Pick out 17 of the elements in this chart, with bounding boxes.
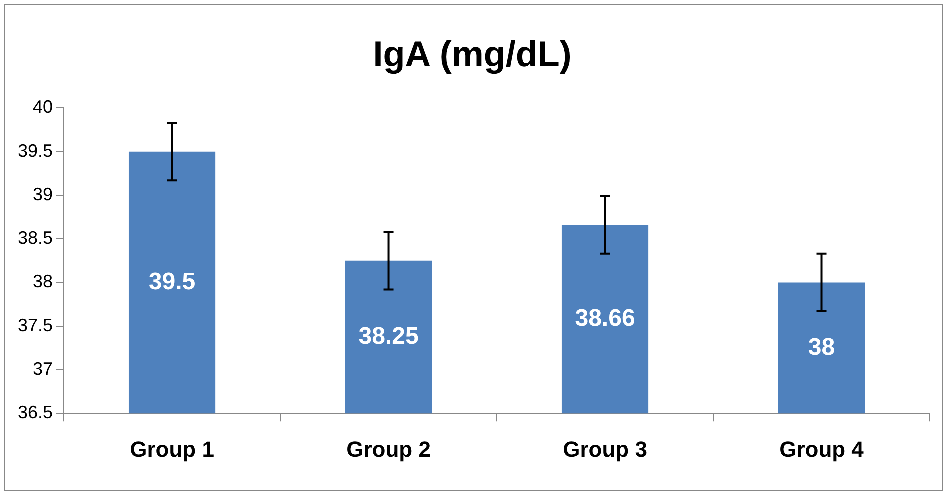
x-tick-label: Group 1	[130, 436, 214, 462]
y-tick-label: 39	[33, 184, 54, 204]
y-tick-label: 37.5	[18, 315, 54, 336]
x-tick-label: Group 4	[780, 436, 865, 462]
y-tick-label: 37	[33, 358, 54, 379]
y-tick-label: 38	[33, 272, 54, 292]
chart-title: IgA (mg/dL)	[373, 34, 572, 75]
data-label: 38.25	[358, 322, 419, 350]
x-tick-label: Group 3	[563, 436, 648, 462]
x-tick-label: Group 2	[346, 436, 431, 462]
data-label: 38	[808, 334, 836, 361]
y-tick-label: 36.5	[18, 402, 54, 423]
y-tick-label: 39.5	[18, 140, 54, 161]
data-label: 38.66	[575, 304, 636, 332]
y-tick-label: 40	[33, 97, 54, 118]
y-tick-label: 38.5	[18, 228, 54, 248]
data-label: 39.5	[148, 268, 196, 296]
